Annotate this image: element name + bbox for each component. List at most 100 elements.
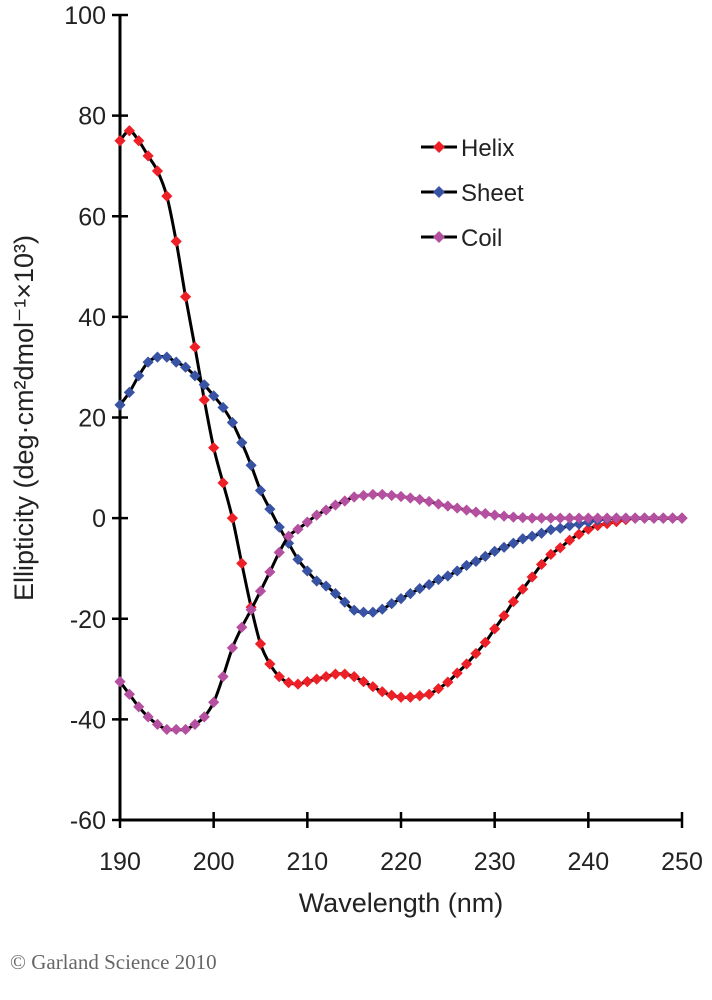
data-point-sheet xyxy=(470,555,482,567)
data-point-sheet xyxy=(535,527,548,539)
data-point-coil xyxy=(451,502,463,514)
data-point-coil xyxy=(367,488,379,501)
data-point-coil xyxy=(442,500,454,512)
data-point-sheet xyxy=(414,582,426,595)
data-point-coil xyxy=(479,507,491,520)
data-point-coil xyxy=(189,718,201,731)
data-point-coil xyxy=(601,512,613,524)
legend-label: Coil xyxy=(461,225,502,252)
data-point-coil xyxy=(545,512,557,524)
data-point-coil xyxy=(114,676,126,688)
data-point-coil xyxy=(376,488,388,501)
data-point-coil xyxy=(592,512,604,524)
data-point-coil xyxy=(638,512,651,524)
data-point-helix xyxy=(470,647,482,660)
data-point-coil xyxy=(610,512,623,524)
legend-item-helix: Helix xyxy=(421,135,514,162)
y-tick-label: -20 xyxy=(70,606,106,634)
data-point-coil xyxy=(432,498,445,510)
data-point-sheet xyxy=(517,533,529,545)
copyright-notice: © Garland Science 2010 xyxy=(10,950,217,974)
data-point-helix xyxy=(386,689,398,701)
data-point-coil xyxy=(217,671,229,683)
legend-marker-diamond-icon xyxy=(433,231,445,243)
data-point-coil xyxy=(320,504,332,516)
data-point-sheet xyxy=(254,484,267,497)
legend-label: Helix xyxy=(461,135,514,162)
data-point-sheet xyxy=(179,361,192,373)
series-sheet xyxy=(114,351,688,618)
y-tick-label: -40 xyxy=(70,706,106,734)
data-point-coil xyxy=(123,688,135,700)
data-point-sheet xyxy=(161,351,173,363)
data-point-sheet xyxy=(142,356,154,368)
series-line-helix xyxy=(118,129,682,699)
x-tick-label: 250 xyxy=(661,848,703,876)
data-point-sheet xyxy=(217,401,229,414)
data-point-helix xyxy=(254,638,267,650)
data-point-sheet xyxy=(245,459,257,471)
data-point-coil xyxy=(273,546,285,558)
data-point-helix xyxy=(489,623,501,635)
x-tick-label: 220 xyxy=(380,848,422,876)
data-point-sheet xyxy=(320,580,332,592)
data-point-helix xyxy=(517,583,529,595)
data-point-coil xyxy=(208,696,220,708)
data-point-sheet xyxy=(273,521,285,533)
data-point-coil xyxy=(404,492,416,504)
data-point-helix xyxy=(414,690,426,702)
data-point-sheet xyxy=(367,606,379,618)
data-point-coil xyxy=(582,512,594,524)
data-point-sheet xyxy=(545,524,557,536)
data-point-helix xyxy=(198,394,210,406)
data-point-sheet xyxy=(151,351,164,363)
data-point-sheet xyxy=(376,603,388,615)
data-point-coil xyxy=(489,509,501,521)
data-point-helix xyxy=(142,150,154,162)
data-point-helix xyxy=(226,512,238,524)
data-point-coil xyxy=(386,489,398,502)
data-point-helix xyxy=(320,671,332,683)
data-point-helix xyxy=(283,677,295,689)
data-point-sheet xyxy=(357,606,370,618)
data-point-coil xyxy=(507,511,519,523)
data-point-sheet xyxy=(554,522,566,534)
data-point-helix xyxy=(423,688,435,700)
data-point-sheet xyxy=(451,565,463,577)
data-point-sheet xyxy=(339,596,351,608)
y-tick-label: 20 xyxy=(78,405,106,433)
data-point-coil xyxy=(414,493,426,506)
y-tick-label: 100 xyxy=(64,2,106,30)
data-point-helix xyxy=(329,668,342,680)
data-point-sheet xyxy=(123,386,135,398)
data-point-coil xyxy=(573,512,585,524)
data-point-coil xyxy=(460,504,473,516)
data-point-sheet xyxy=(264,503,276,515)
data-point-coil xyxy=(535,512,548,524)
data-point-coil xyxy=(676,512,688,524)
data-point-coil xyxy=(329,499,342,511)
data-point-coil xyxy=(423,495,435,508)
data-point-helix xyxy=(479,636,491,648)
data-point-coil xyxy=(517,512,529,524)
data-point-helix xyxy=(133,135,145,147)
x-tick-label: 190 xyxy=(99,848,141,876)
legend-item-sheet: Sheet xyxy=(421,180,524,207)
data-point-helix xyxy=(498,610,510,622)
data-point-helix xyxy=(170,235,182,248)
data-point-helix xyxy=(395,691,407,703)
data-point-sheet xyxy=(133,370,145,382)
data-point-helix xyxy=(357,676,370,688)
data-point-coil xyxy=(264,566,276,578)
y-tick-label: -60 xyxy=(70,807,106,835)
y-tick-label: 60 xyxy=(78,203,106,231)
data-point-helix xyxy=(535,558,548,571)
data-point-coil xyxy=(648,512,660,524)
data-point-coil xyxy=(470,506,482,518)
series-group xyxy=(114,125,688,736)
data-point-coil xyxy=(620,512,632,524)
data-point-sheet xyxy=(479,550,491,562)
data-point-sheet xyxy=(170,356,182,368)
